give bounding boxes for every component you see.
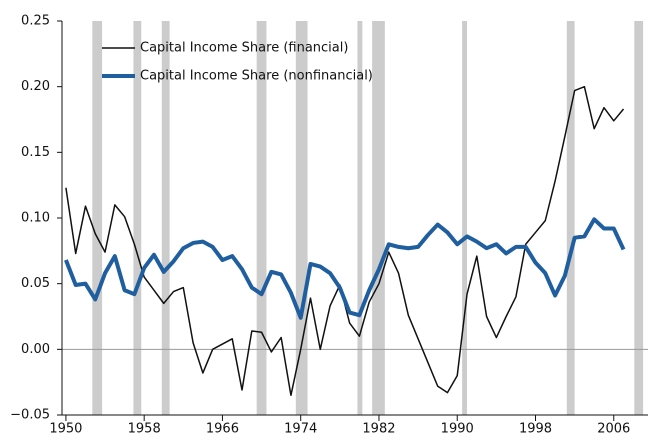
recession-band	[133, 21, 142, 415]
recession-band	[372, 21, 385, 415]
legend-label: Capital Income Share (financial)	[140, 41, 348, 56]
series-line	[64, 217, 626, 320]
y-tick-label: 0.05	[21, 276, 50, 291]
recession-band	[295, 21, 308, 415]
x-tick-label: 1966	[206, 422, 239, 437]
y-tick-label: 0.25	[21, 14, 50, 29]
x-tick-label: 1982	[362, 422, 395, 437]
recession-band	[92, 21, 103, 415]
recession-band	[256, 21, 267, 415]
legend-label: Capital Income Share (nonfinancial)	[140, 69, 373, 84]
x-tick-label: 1974	[284, 422, 317, 437]
y-tick-label: −0.05	[10, 408, 50, 423]
y-tick-label: 0.20	[21, 79, 50, 94]
recession-band	[357, 21, 363, 415]
y-tick-label: 0.00	[21, 342, 50, 357]
y-tick-label: 0.15	[21, 145, 50, 160]
x-tick-label: 1950	[49, 422, 82, 437]
y-tick-label: 0.10	[21, 211, 50, 226]
x-tick-label: 2006	[597, 422, 630, 437]
recession-band	[161, 21, 170, 415]
recession-band	[462, 21, 468, 415]
x-tick-label: 1958	[128, 422, 161, 437]
x-tick-label: 1998	[519, 422, 552, 437]
recession-band	[566, 21, 575, 415]
recession-band	[634, 21, 644, 415]
x-tick-label: 1990	[441, 422, 474, 437]
